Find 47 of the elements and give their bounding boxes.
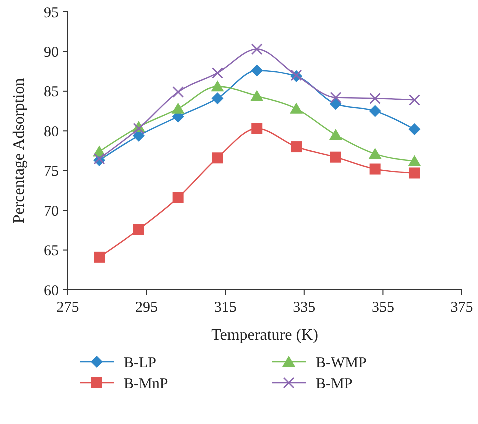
point <box>370 92 382 104</box>
x-tick-label: 355 <box>372 300 394 316</box>
point <box>291 142 302 153</box>
y-tick-label: 80 <box>44 124 59 140</box>
point <box>251 64 264 77</box>
legend-label: B-WMP <box>316 355 367 372</box>
point <box>408 155 422 166</box>
x-tick-label: 375 <box>450 300 474 316</box>
point <box>172 192 184 204</box>
legend-label: B-LP <box>124 355 157 372</box>
point <box>370 164 381 175</box>
point <box>211 80 224 92</box>
y-tick-label: 75 <box>44 164 59 180</box>
y-tick-label: 70 <box>44 204 59 220</box>
y-tick-label: 60 <box>44 283 59 300</box>
x-tick-label: 335 <box>293 300 316 316</box>
point <box>368 148 382 160</box>
point <box>252 123 263 134</box>
y-axis-title: Percentage Adsorption <box>11 78 28 224</box>
x-axis-title: Temperature (K) <box>212 327 318 344</box>
point <box>212 67 224 79</box>
point <box>408 124 421 136</box>
point <box>409 94 420 106</box>
point <box>369 105 382 118</box>
point <box>94 252 106 263</box>
point <box>330 98 342 110</box>
point <box>172 102 185 114</box>
point <box>251 44 263 56</box>
point <box>409 168 420 179</box>
point <box>172 86 184 98</box>
y-tick-label: 95 <box>44 5 59 22</box>
point <box>250 90 264 102</box>
legend-label: B-MnP <box>124 376 168 392</box>
point <box>212 152 224 164</box>
x-tick-label: 295 <box>136 300 158 316</box>
y-tick-label: 85 <box>44 84 59 101</box>
legend-label: B-MP <box>316 376 353 392</box>
point <box>329 129 342 140</box>
point <box>330 152 342 163</box>
x-tick-label: 275 <box>56 300 80 316</box>
point <box>290 102 304 114</box>
y-tick-label: 90 <box>44 44 59 61</box>
point <box>212 92 224 105</box>
point <box>133 224 144 236</box>
y-tick-label: 65 <box>44 244 59 260</box>
x-tick-label: 315 <box>214 300 237 316</box>
point <box>330 92 342 104</box>
